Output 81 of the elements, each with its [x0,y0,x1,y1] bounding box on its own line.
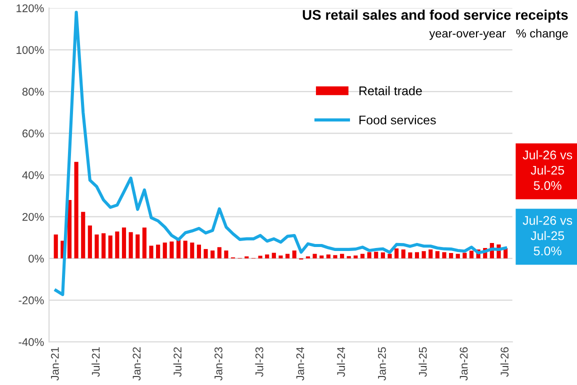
bar [210,250,215,258]
x-tick-label: Jan-26 [460,347,468,381]
y-tick-label: 120% [16,4,44,12]
bar [115,232,120,258]
bar [183,240,188,258]
bar [401,249,406,258]
bar [81,212,86,258]
y-tick-label: 80% [22,88,44,96]
bar [67,200,72,258]
bar [190,242,194,258]
bar [217,247,222,258]
x-tick-label: Jul-21 [92,347,100,377]
bar [272,252,276,258]
bar [94,234,99,258]
bar [462,252,467,258]
bar [435,251,440,258]
x-tick-label: Jul-26 [500,347,509,377]
bar [354,256,358,258]
bar [469,250,474,258]
bar [442,252,446,258]
x-tick-label: Jan-21 [50,347,59,381]
legend-label: Retail trade [359,86,422,96]
bar [340,254,344,258]
bar [374,252,378,258]
bar [428,249,433,258]
bar [394,248,399,258]
bar [367,252,372,258]
bar [204,249,208,258]
bar [388,254,392,258]
y-tick-label: -40% [18,338,44,346]
bar [456,254,460,258]
bar [142,228,146,258]
bar [408,252,412,258]
text: year-over-year % change [429,28,568,40]
bar [162,242,167,258]
chart-title: US retail sales and food service receipts [302,10,568,23]
bar [224,250,228,258]
bar [170,242,174,258]
bar [326,254,330,258]
bar [333,255,338,258]
bar [258,256,262,258]
bar [312,254,317,258]
bar [108,235,112,258]
bar [360,254,365,258]
bar [285,254,290,258]
x-tick-label: Jan-24 [296,347,304,381]
y-tick-label: 20% [22,212,44,221]
bar [149,246,154,258]
text: Jul-26 vs Jul-25 5.0% [522,216,572,256]
x-tick-label: Jul-24 [336,347,346,377]
bar [102,233,106,258]
bar [122,228,126,258]
text: Jul-26 vs Jul-25 5.0% [522,150,572,190]
y-tick-label: 100% [16,46,44,54]
bar [320,256,324,258]
bar [449,253,454,258]
y-tick-label: 0% [28,254,44,263]
bar [54,234,58,258]
bar [196,244,201,258]
bar [128,232,133,258]
bar [136,234,140,258]
bar [414,252,420,258]
bar [278,256,283,258]
y-tick-label: -20% [18,296,44,304]
y-tick-label: 60% [22,130,44,138]
x-tick-label: Jan-22 [132,347,141,381]
x-tick-label: Jul-23 [255,347,264,377]
x-tick-label: Jan-25 [378,347,386,381]
bar [74,162,78,258]
bar [156,244,160,258]
bar [176,240,181,258]
bar [292,250,296,258]
y-tick-label: 40% [22,171,44,180]
bar [265,254,270,258]
x-tick-label: Jul-22 [173,347,182,377]
x-tick-label: Jul-25 [418,347,427,377]
bar [422,251,426,258]
bar [380,252,385,258]
bar [88,225,92,258]
x-tick-label: Jan-23 [214,347,222,381]
legend-label: Food services [359,115,436,124]
